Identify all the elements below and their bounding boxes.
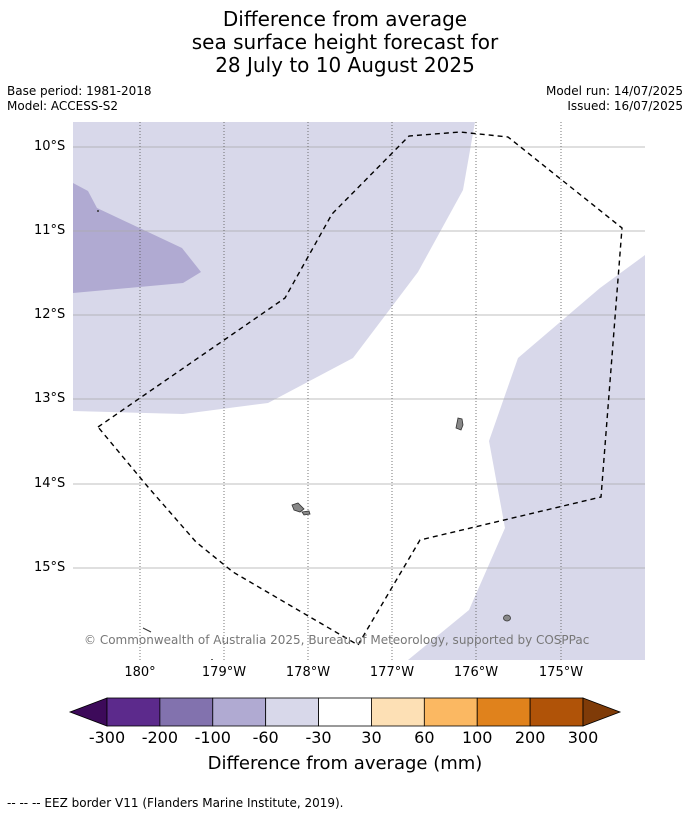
island-east <box>455 417 464 431</box>
meta-left: Base period: 1981-2018 Model: ACCESS-S2 <box>7 84 152 114</box>
anomaly-region-east <box>408 255 645 660</box>
colorbar-tick-label: -30 <box>305 728 332 747</box>
colorbar-segment <box>106 697 161 727</box>
island-dot-south <box>211 659 213 660</box>
colorbar-tick-label: -200 <box>141 728 179 747</box>
colorbar-tick-label: 300 <box>567 728 599 747</box>
lat-label-10s: 10°S <box>34 139 66 154</box>
colorbar <box>68 697 622 727</box>
colorbar-tick-label: 100 <box>461 728 493 747</box>
colorbar-segment <box>529 697 584 727</box>
lat-label-14s: 14°S <box>34 476 66 491</box>
island-dot-west <box>97 210 99 212</box>
island-southwest <box>142 627 152 633</box>
island-center-b <box>301 510 311 516</box>
title-line-2: sea surface height forecast for <box>191 30 499 54</box>
colorbar-segment <box>371 697 425 727</box>
colorbar-tick-label: 30 <box>361 728 382 747</box>
copyright-notice: © Commonwealth of Australia 2025, Bureau… <box>84 633 590 647</box>
colorbar-tick-label: -300 <box>88 728 126 747</box>
colorbar-tick-label: 200 <box>514 728 546 747</box>
lon-label-177w: 177°W <box>369 665 415 680</box>
island-southeast <box>503 614 511 622</box>
colorbar-segment <box>159 697 214 727</box>
colorbar-tick-label: -60 <box>252 728 279 747</box>
colorbar-segment <box>476 697 531 727</box>
colorbar-segment <box>265 697 319 727</box>
colorbar-segment <box>212 697 267 727</box>
colorbar-extend-high <box>582 697 622 727</box>
title-line-1: Difference from average <box>222 7 468 31</box>
base-period: Base period: 1981-2018 <box>7 84 152 98</box>
gridlines <box>73 146 645 569</box>
lat-label-13s: 13°S <box>34 391 66 406</box>
colorbar-segment <box>423 697 478 727</box>
lon-label-176w: 176°W <box>453 665 499 680</box>
colorbar-extend-low <box>68 697 108 727</box>
lat-label-11s: 11°S <box>34 223 66 238</box>
lon-label-180: 180° <box>124 665 156 680</box>
lon-label-175w: 175°W <box>538 665 584 680</box>
model-run: Model run: 14/07/2025 <box>545 84 683 98</box>
footer-eez-note: -- -- -- EEZ border V11 (Flanders Marine… <box>7 796 344 810</box>
lon-label-179w: 179°W <box>201 665 247 680</box>
island-center-a <box>291 502 305 513</box>
meta-right: Model run: 14/07/2025 Issued: 16/07/2025 <box>546 84 683 114</box>
lat-label-12s: 12°S <box>34 307 66 322</box>
model-name: Model: ACCESS-S2 <box>7 99 119 113</box>
colorbar-tick-label: -100 <box>194 728 231 747</box>
colorbar-title: Difference from average (mm) <box>207 753 483 774</box>
lat-label-15s: 15°S <box>34 560 66 575</box>
colorbar-tick-label: 60 <box>414 728 435 747</box>
issued-date: Issued: 16/07/2025 <box>567 99 683 113</box>
anomaly-region-northwest <box>73 122 475 414</box>
anomaly-region-west-dark <box>73 183 201 293</box>
title-line-3: 28 July to 10 August 2025 <box>215 53 475 77</box>
colorbar-segment <box>318 697 372 727</box>
lon-label-178w: 178°W <box>285 665 331 680</box>
map-panel <box>73 122 645 660</box>
eez-border <box>96 131 623 646</box>
chart-title: Difference from average sea surface heig… <box>0 8 690 77</box>
